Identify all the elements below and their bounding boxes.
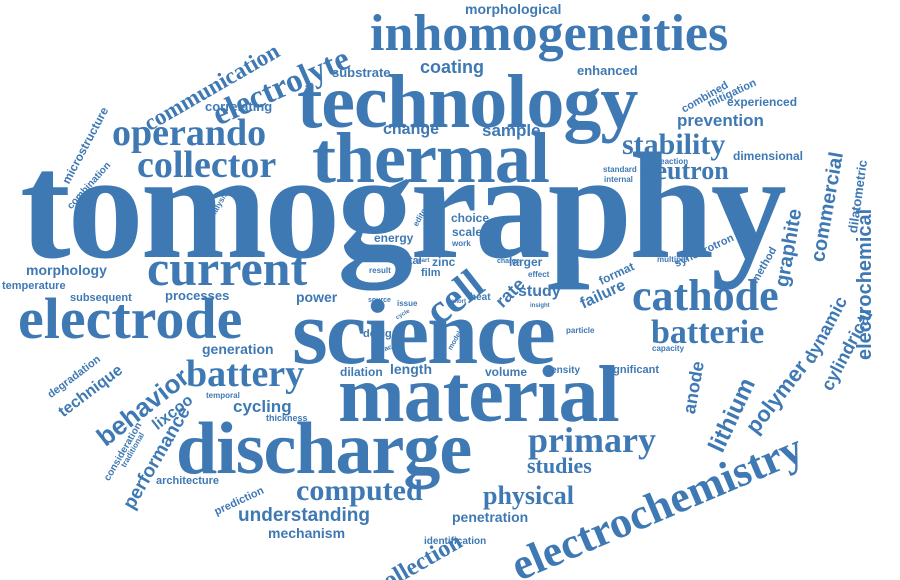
word-study: study <box>518 283 561 300</box>
word-current: current <box>147 240 308 296</box>
word-internal: internal <box>604 175 633 184</box>
word-architecture: architecture <box>156 475 219 487</box>
word-reaction: reaction <box>657 157 689 166</box>
word-larger: larger <box>509 255 543 269</box>
word-source: source <box>368 297 391 304</box>
word-particle: particle <box>566 326 595 335</box>
word-change: change <box>383 121 440 138</box>
word-penetration: penetration <box>452 509 529 525</box>
word-batterie: batterie <box>651 314 765 351</box>
word-volume: volume <box>485 365 528 379</box>
word-operando: operando <box>112 112 267 154</box>
word-anode: anode <box>679 359 708 416</box>
word-thickness: thickness <box>266 413 308 423</box>
word-primary: primary <box>528 420 656 460</box>
word-commercial: commercial <box>807 150 848 264</box>
word-short: short <box>451 299 466 305</box>
word-tomography: tomography <box>20 122 787 290</box>
word-dilation: dilation <box>340 365 383 379</box>
word-experienced: experienced <box>727 95 798 109</box>
word-inhomogeneities: inhomogeneities <box>370 5 729 62</box>
word-mechanism: mechanism <box>268 525 346 541</box>
word-enhanced: enhanced <box>577 63 638 78</box>
word-battery: battery <box>186 353 305 395</box>
word-morphology: morphology <box>26 262 107 278</box>
word-computed: computed <box>296 474 423 507</box>
word-capacity: capacity <box>652 344 685 353</box>
word-correlating: correlating <box>205 99 273 114</box>
word-morphological: morphological <box>465 1 562 17</box>
word-charge: charge <box>497 258 520 265</box>
word-scale: scale <box>452 225 483 239</box>
word-cycling: cycling <box>233 397 292 416</box>
word-power: power <box>296 289 338 305</box>
word-energy: energy <box>374 231 414 245</box>
word-heat: heat <box>470 292 491 303</box>
word-sample: sample <box>482 121 541 140</box>
word-standard: standard <box>603 165 637 174</box>
word-processes: processes <box>165 288 230 303</box>
word-science: science <box>292 281 556 383</box>
word-zinc: zinc <box>432 255 456 269</box>
word-result: result <box>369 266 391 275</box>
word-studies: studies <box>527 453 592 478</box>
word-understanding: understanding <box>238 505 370 526</box>
word-dimensional: dimensional <box>733 149 804 163</box>
word-density: density <box>545 365 581 376</box>
word-substrate: substrate <box>332 65 391 80</box>
word-cathode: cathode <box>632 271 779 320</box>
word-technology: technology <box>297 60 638 144</box>
word-identification: identification <box>424 536 487 547</box>
word-multiple: multiple <box>657 255 688 264</box>
word-discharge: discharge <box>176 408 472 490</box>
word-subsequent: subsequent <box>70 292 132 304</box>
word-design: design <box>363 328 399 340</box>
word-temporal: temporal <box>206 391 240 400</box>
word-length: length <box>390 361 432 377</box>
word-part: part <box>418 258 430 264</box>
word-issue: issue <box>397 299 418 308</box>
word-stability: stability <box>622 128 726 161</box>
word-significant: significant <box>604 364 660 376</box>
word-generation: generation <box>202 341 274 357</box>
word-insight: insight <box>530 303 550 309</box>
word-physical: physical <box>483 481 575 510</box>
word-electrode: electrode <box>18 286 243 351</box>
word-film: film <box>421 267 441 279</box>
word-collector: collector <box>137 144 277 186</box>
word-prevention: prevention <box>677 111 764 130</box>
word-work: work <box>452 239 471 248</box>
word-temperature: temperature <box>2 280 66 292</box>
word-coating: coating <box>420 57 485 77</box>
word-material: material <box>338 351 620 439</box>
word-thermal: thermal <box>312 118 550 198</box>
word-choice: choice <box>451 211 490 225</box>
word-effect: effect <box>528 270 550 279</box>
word-metal: metal <box>393 255 422 267</box>
word-neutron: neutron <box>641 156 729 185</box>
